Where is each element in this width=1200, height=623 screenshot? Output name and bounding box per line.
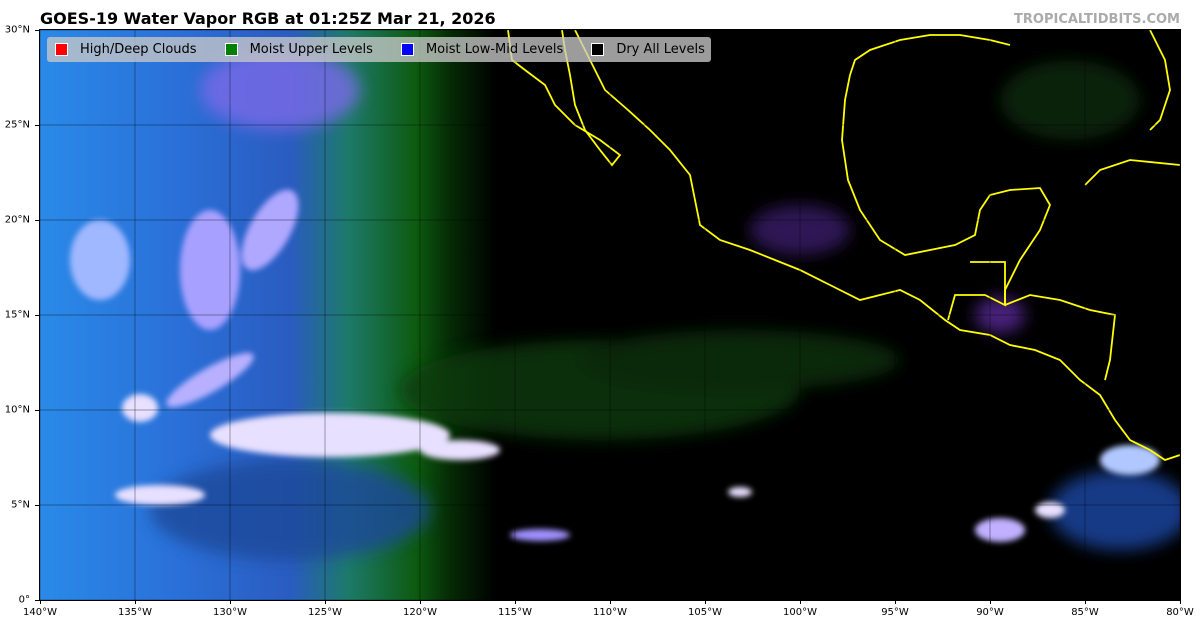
x-tick-label: 130°W: [213, 607, 247, 618]
coastlines: [507, 30, 1180, 461]
legend-label: Dry All Levels: [616, 42, 705, 57]
y-tick-mark: [35, 315, 40, 316]
x-tick-mark: [40, 600, 41, 604]
legend-swatch: [224, 43, 238, 56]
x-tick-mark: [990, 600, 991, 604]
x-tick-label: 80°W: [1166, 607, 1194, 618]
x-tick-label: 110°W: [593, 607, 627, 618]
x-tick-mark: [515, 600, 516, 604]
x-tick-mark: [1180, 600, 1181, 604]
x-tick-label: 120°W: [403, 607, 437, 618]
y-tick-label: 0°: [18, 594, 30, 606]
x-tick-mark: [230, 600, 231, 604]
x-tick-mark: [325, 600, 326, 604]
legend-swatch: [55, 43, 68, 56]
y-tick-label: 10°N: [4, 404, 30, 416]
x-tick-mark: [705, 600, 706, 604]
y-tick-mark: [35, 505, 40, 506]
x-tick-label: 100°W: [783, 607, 817, 618]
y-tick-mark: [35, 600, 40, 601]
x-tick-label: 135°W: [118, 607, 152, 618]
x-tick-label: 105°W: [688, 607, 722, 618]
x-tick-mark: [800, 600, 801, 604]
legend-swatch: [400, 43, 414, 56]
legend-label: Moist Upper Levels: [249, 42, 373, 57]
y-tick-label: 5°N: [11, 499, 30, 511]
x-tick-mark: [1085, 600, 1086, 604]
y-tick-label: 30°N: [4, 24, 30, 36]
x-tick-label: 140°W: [23, 607, 57, 618]
map-title: GOES-19 Water Vapor RGB at 01:25Z Mar 21…: [40, 9, 496, 28]
satellite-imagery: [40, 30, 1180, 600]
y-tick-label: 25°N: [4, 119, 30, 131]
x-tick-label: 125°W: [308, 607, 342, 618]
y-tick-mark: [35, 410, 40, 411]
x-tick-label: 90°W: [976, 607, 1004, 618]
legend: High/Deep Clouds Moist Upper Levels Mois…: [47, 37, 711, 62]
x-tick-label: 95°W: [881, 607, 909, 618]
y-tick-mark: [35, 30, 40, 31]
legend-item-high-deep-clouds: High/Deep Clouds: [53, 42, 197, 57]
x-tick-mark: [420, 600, 421, 604]
credit-watermark: TROPICALTIDBITS.COM: [1014, 12, 1180, 27]
legend-label: High/Deep Clouds: [80, 42, 197, 57]
x-tick-mark: [895, 600, 896, 604]
y-tick-mark: [35, 125, 40, 126]
y-tick-label: 15°N: [4, 309, 30, 321]
x-tick-mark: [135, 600, 136, 604]
legend-swatch: [591, 43, 605, 56]
y-tick-mark: [35, 220, 40, 221]
satellite-map: [40, 30, 1180, 600]
legend-item-dry-all-levels: Dry All Levels: [589, 42, 705, 57]
legend-label: Moist Low-Mid Levels: [425, 42, 564, 57]
x-tick-mark: [610, 600, 611, 604]
y-tick-label: 20°N: [4, 214, 30, 226]
x-tick-label: 85°W: [1071, 607, 1099, 618]
legend-item-moist-upper-levels: Moist Upper Levels: [223, 42, 373, 57]
legend-item-moist-low-mid-levels: Moist Low-Mid Levels: [399, 42, 563, 57]
x-tick-label: 115°W: [498, 607, 532, 618]
